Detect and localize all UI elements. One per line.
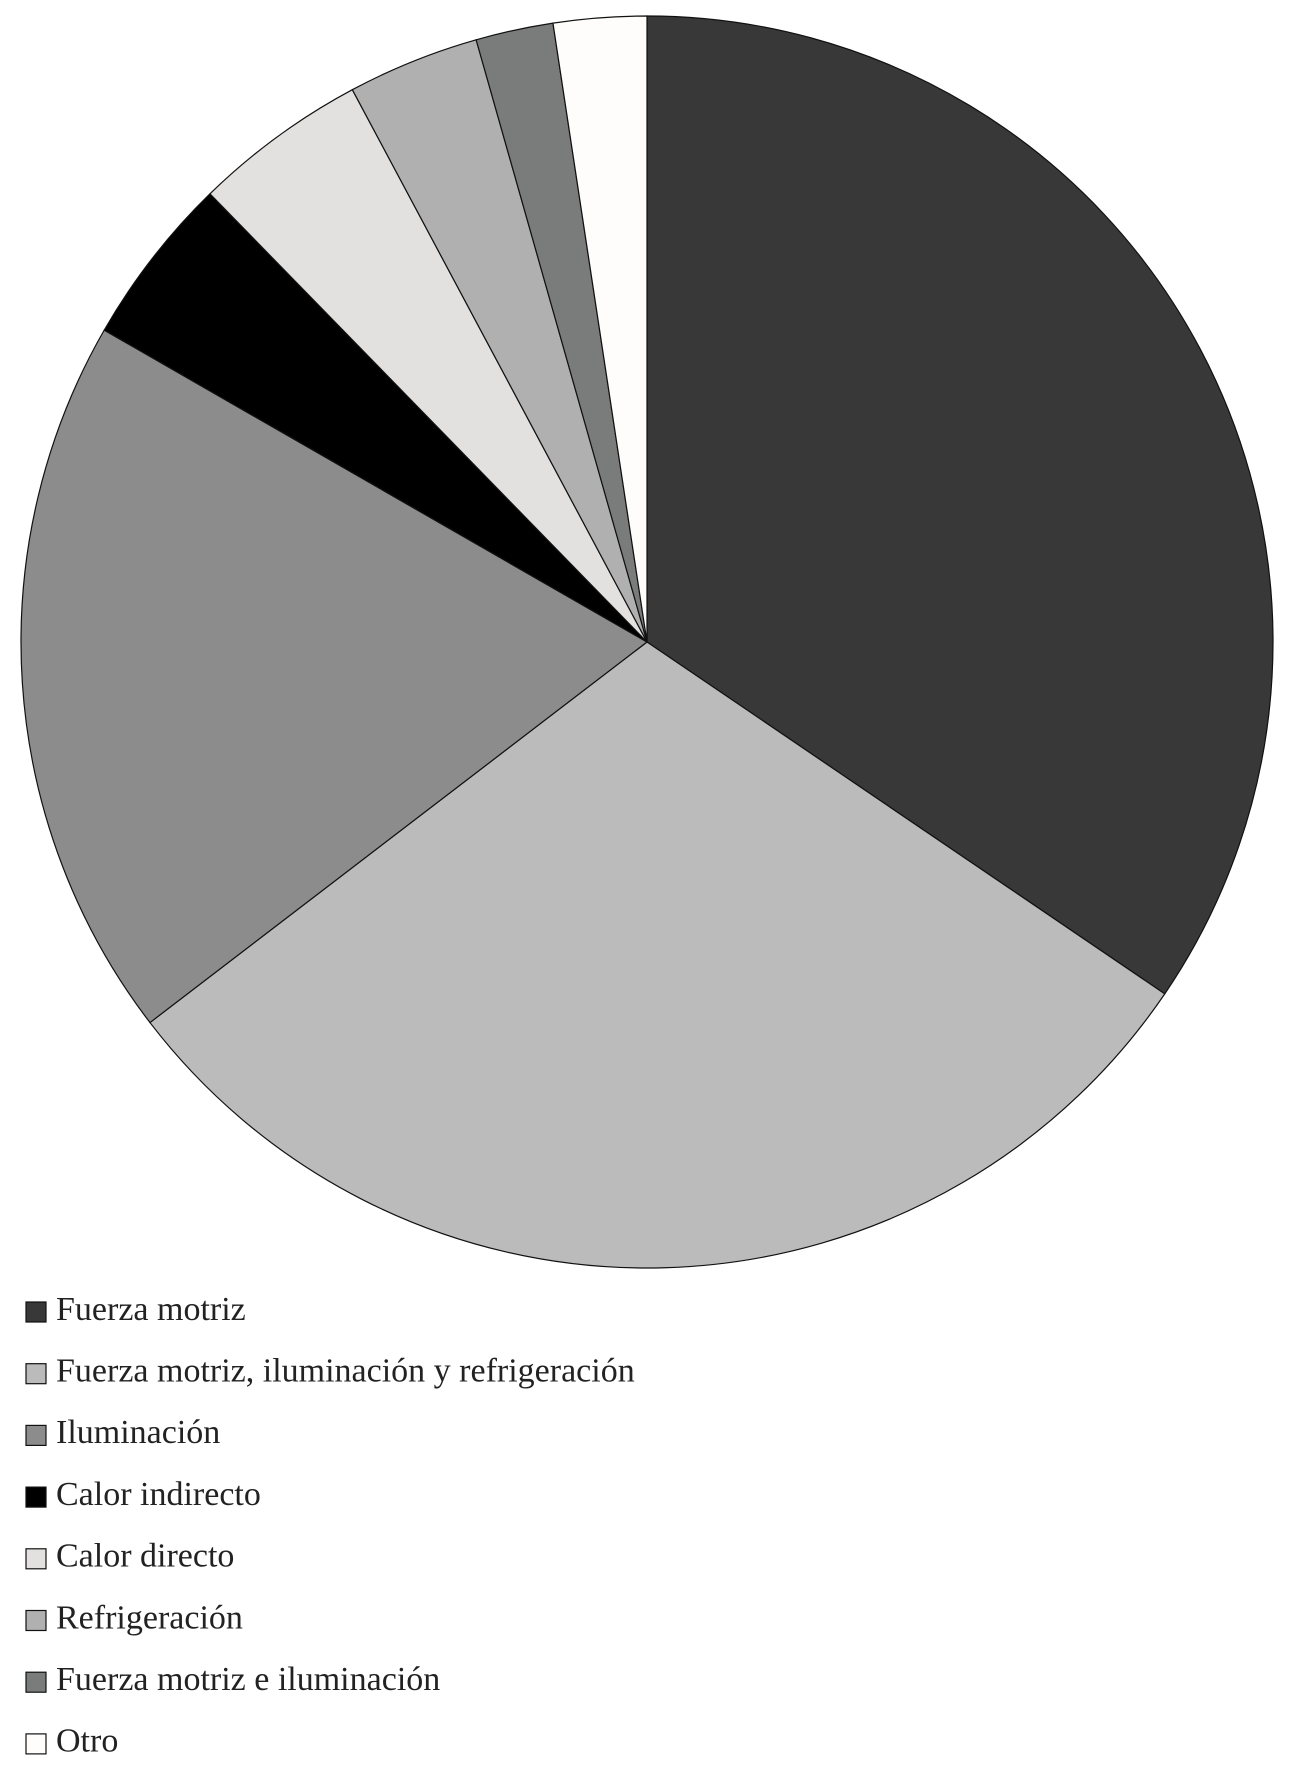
legend-label: Calor indirecto: [56, 1476, 261, 1513]
legend-label: Otro: [56, 1723, 118, 1760]
legend-swatch: [25, 1424, 47, 1447]
legend-label: Fuerza motriz: [56, 1291, 246, 1328]
legend-label: Fuerza motriz, iluminación y refrigeraci…: [56, 1352, 635, 1389]
legend-swatch: [25, 1301, 47, 1323]
legend-swatch: [25, 1733, 47, 1755]
pie-slice: [209, 88, 648, 643]
pie-slice: [103, 192, 648, 643]
legend-label: Fuerza motriz e iluminación: [56, 1661, 440, 1698]
legend-label: Calor directo: [56, 1538, 234, 1575]
legend-swatch: [25, 1671, 47, 1693]
pie-slice: [20, 329, 649, 1024]
legend-swatch: [25, 1548, 47, 1570]
pie-slice: [646, 15, 1274, 995]
legend-swatch: [25, 1609, 47, 1632]
pie-slice: [149, 641, 1166, 1269]
pie-slice: [552, 15, 648, 643]
legend-label: Refrigeración: [56, 1599, 243, 1636]
legend-label: Iluminación: [56, 1414, 220, 1451]
legend-swatch: [25, 1363, 47, 1385]
legend-swatch: [25, 1486, 47, 1508]
